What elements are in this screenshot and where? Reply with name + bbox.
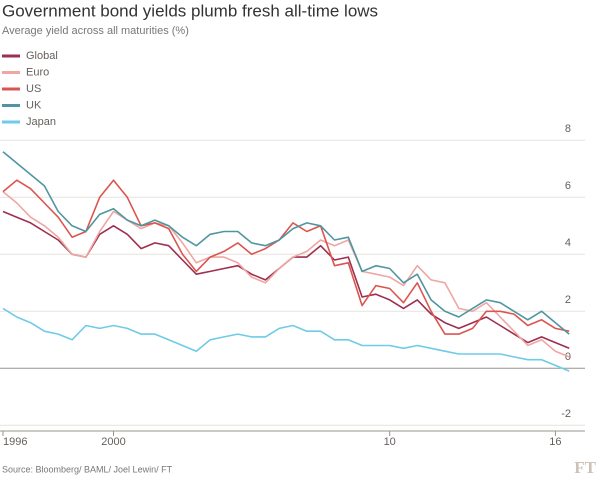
x-tick-label: 16 <box>549 436 561 448</box>
y-tick-label: 2 <box>565 294 571 306</box>
legend-label: Japan <box>26 116 56 128</box>
y-tick-label: 4 <box>565 237 571 249</box>
legend-label: US <box>26 83 41 95</box>
chart-subtitle: Average yield across all maturities (%) <box>2 25 189 37</box>
series-line <box>2 179 570 335</box>
y-tick-label: 6 <box>565 180 571 192</box>
chart-title: Government bond yields plumb fresh all-t… <box>2 1 378 20</box>
x-tick-label: 10 <box>384 436 396 448</box>
x-tick-label: 2000 <box>101 436 125 448</box>
series-line <box>2 307 570 372</box>
legend-label: Global <box>26 50 58 62</box>
series-line <box>2 151 570 335</box>
series-line <box>2 190 570 358</box>
y-tick-label: -2 <box>561 408 571 420</box>
legend-label: Euro <box>26 66 49 78</box>
logo: FT <box>574 458 596 477</box>
source: Source: Bloomberg/ BAML/ Joel Lewin/ FT <box>2 464 173 474</box>
legend-label: UK <box>26 99 42 111</box>
y-tick-label: 8 <box>565 123 571 135</box>
x-tick-label: 1996 <box>3 436 27 448</box>
